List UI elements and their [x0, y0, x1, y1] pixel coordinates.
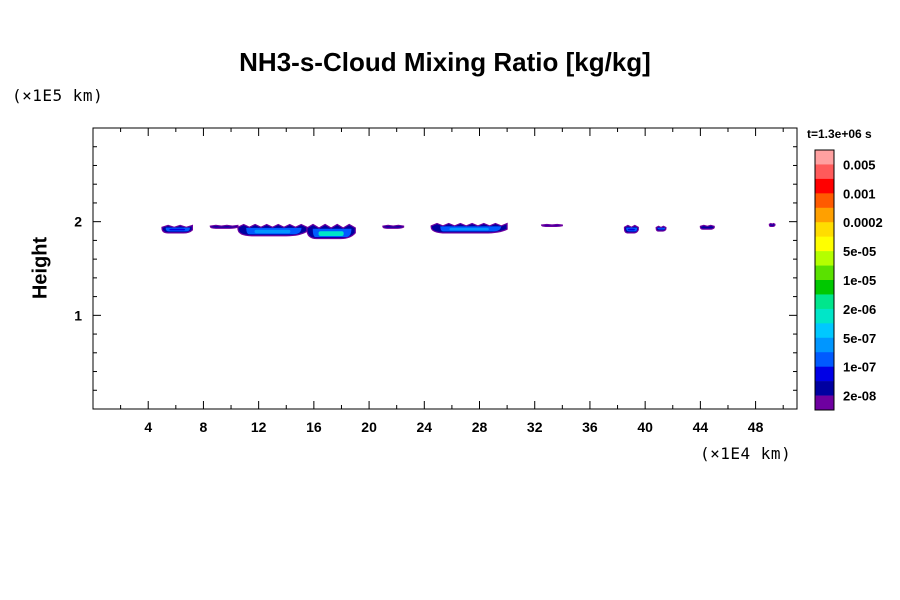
cloud-patch-core	[318, 231, 344, 237]
chart-title: NH3-s-Cloud Mixing Ratio [kg/kg]	[239, 47, 651, 77]
x-tick-label: 16	[306, 419, 322, 435]
colorbar-swatch	[815, 294, 834, 310]
cloud-patch-outer	[768, 222, 776, 227]
cloud-patch	[161, 224, 194, 234]
cloud-patch	[209, 224, 239, 229]
cloud-patch	[382, 224, 405, 229]
colorbar-swatch	[815, 395, 834, 411]
plot-frame	[92, 127, 798, 410]
colorbar-swatch	[815, 236, 834, 252]
cloud-patch	[237, 223, 308, 237]
x-tick-label: 20	[361, 419, 377, 435]
y-tick-label: 1	[74, 307, 82, 323]
cloud-patch	[768, 222, 776, 227]
colorbar-swatch	[815, 193, 834, 209]
x-tick-label: 44	[693, 419, 709, 435]
colorbar-label: 2e-06	[843, 302, 876, 317]
colorbar-label: 1e-07	[843, 360, 876, 375]
cloud-patch	[655, 225, 667, 232]
cloud-patch-outer	[540, 223, 563, 227]
cloud-patch-core	[627, 228, 635, 231]
x-tick-label: 36	[582, 419, 598, 435]
cloud-patch	[623, 224, 639, 234]
x-tick-label: 12	[251, 419, 267, 435]
cloud-patch	[699, 224, 715, 230]
colorbar-label: 1e-05	[843, 273, 876, 288]
colorbar-frame	[814, 149, 835, 411]
cloud-patch-mid	[657, 227, 666, 230]
colorbar-swatch	[815, 308, 834, 324]
colorbar-swatch	[815, 352, 834, 367]
x-axis-unit-label: (×1E4 km)	[700, 444, 792, 463]
cloud-patch	[540, 223, 563, 227]
colorbar-swatch	[815, 323, 834, 339]
x-tick-label: 4	[144, 419, 152, 435]
y-tick-label: 2	[74, 214, 82, 230]
colorbar-label: 5e-05	[843, 244, 876, 259]
colorbar-swatch	[815, 265, 834, 281]
colorbar-swatch	[815, 178, 834, 194]
colorbar-swatch	[815, 366, 834, 382]
colorbar-label: 2e-08	[843, 389, 876, 404]
cloud-patch	[306, 223, 356, 240]
y-axis-unit-label: (×1E5 km)	[12, 86, 104, 105]
x-tick-label: 32	[527, 419, 543, 435]
colorbar-label: 0.005	[843, 157, 876, 172]
colorbar-swatch	[815, 222, 834, 237]
colorbar-swatch	[815, 150, 834, 165]
colorbar-swatch	[815, 381, 834, 396]
x-tick-label: 40	[637, 419, 653, 435]
colorbar-label: 0.0002	[843, 215, 883, 230]
cloud-patch-outer	[382, 224, 405, 229]
cloud-patch-core	[169, 228, 186, 231]
cloud-patch-core	[449, 227, 489, 231]
time-label: t=1.3e+06 s	[807, 127, 872, 141]
colorbar-label: 0.001	[843, 186, 876, 201]
colorbar: 0.005 0.001 0.0002 5e-05 1e-05 2e-06 5e-07 1e-0…	[814, 149, 883, 411]
colorbar-swatch	[815, 251, 834, 266]
cloud-patch-outer	[699, 224, 715, 230]
cloud-patch-outer	[209, 224, 239, 229]
colorbar-swatch	[815, 337, 834, 353]
colorbar-swatch	[815, 207, 834, 223]
cloud-patch	[430, 222, 508, 234]
cloud-patch-core	[254, 229, 291, 234]
x-tick-label: 28	[472, 419, 488, 435]
colorbar-swatch	[815, 280, 834, 295]
x-tick-label: 48	[748, 419, 764, 435]
colorbar-label: 5e-07	[843, 331, 876, 346]
x-tick-label: 24	[417, 419, 433, 435]
colorbar-swatch	[815, 164, 834, 180]
x-tick-label: 8	[200, 419, 208, 435]
